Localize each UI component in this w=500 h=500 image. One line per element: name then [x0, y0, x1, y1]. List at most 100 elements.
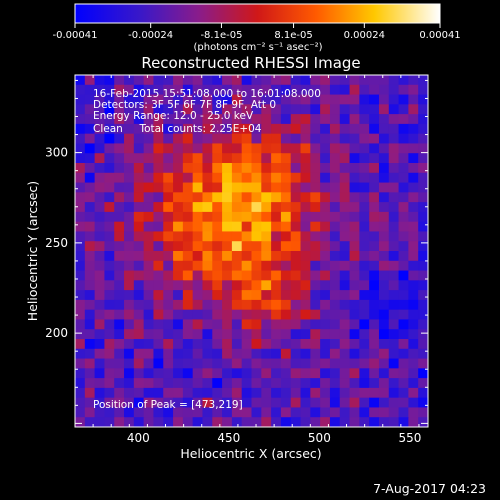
heatmap-cell [290, 75, 302, 86]
heatmap-cell [290, 192, 302, 203]
heatmap-cell [280, 417, 292, 427]
heatmap-cell [173, 221, 184, 233]
heatmap-cell [163, 270, 174, 281]
heatmap-cell [241, 299, 253, 311]
heatmap-cell [114, 358, 125, 369]
heatmap-cell [182, 133, 194, 145]
heatmap-cell [329, 75, 341, 86]
heatmap-cell [261, 329, 272, 340]
heatmap-cell [378, 221, 390, 233]
heatmap-cell [280, 358, 292, 369]
heatmap-cell [231, 192, 243, 203]
heatmap-cell [388, 114, 400, 125]
heatmap-cell [124, 75, 135, 86]
heatmap-cell [271, 123, 282, 135]
heatmap-cell [124, 143, 135, 154]
heatmap-cell [84, 358, 96, 369]
heatmap-cell [300, 397, 311, 409]
heatmap-cell [280, 211, 292, 223]
heatmap-cell [329, 153, 341, 164]
heatmap-cell [212, 309, 223, 321]
heatmap-cell [388, 211, 400, 223]
heatmap-cell [359, 319, 370, 330]
heatmap-cell [84, 260, 96, 272]
heatmap-cell [202, 358, 213, 369]
heatmap-cell [359, 280, 370, 291]
heatmap-cell [418, 192, 428, 203]
heatmap-cell [378, 153, 390, 164]
heatmap-cell [310, 417, 321, 427]
heatmap-cell [222, 270, 233, 281]
heatmap-cell [300, 143, 311, 154]
heatmap-cell [339, 329, 351, 340]
heatmap-cell [94, 378, 106, 389]
heatmap-cell [192, 387, 204, 399]
heatmap-cell [359, 309, 370, 321]
heatmap-cell [133, 348, 145, 360]
heatmap-cell [359, 241, 370, 252]
heatmap-cell [124, 153, 135, 164]
heatmap-cell [241, 153, 253, 164]
heatmap-cell [251, 407, 262, 418]
heatmap-cell [212, 387, 223, 399]
heatmap-cell [202, 75, 213, 86]
heatmap-cell [369, 329, 380, 340]
heatmap-cell [418, 299, 428, 311]
heatmap-cell [231, 75, 243, 86]
heatmap-cell [359, 84, 370, 96]
heatmap-cell [182, 153, 194, 164]
heatmap-cell [280, 251, 292, 262]
heatmap-cell [280, 163, 292, 174]
heatmap-cell [153, 153, 164, 164]
heatmap-cell [398, 348, 409, 360]
heatmap-cell [192, 348, 204, 360]
heatmap-cell [300, 319, 311, 330]
heatmap-cell [271, 251, 282, 262]
heatmap-cell [408, 251, 419, 262]
heatmap-cell [241, 182, 253, 193]
heatmap-cell [329, 358, 341, 369]
heatmap-cell [173, 84, 184, 96]
heatmap-cell [408, 397, 419, 409]
heatmap-cell [124, 290, 135, 301]
heatmap-cell [143, 290, 155, 301]
heatmap-cell [231, 397, 243, 409]
heatmap-cell [222, 407, 233, 418]
heatmap-cell [212, 182, 223, 193]
heatmap-cell [241, 192, 253, 203]
heatmap-cell [143, 329, 155, 340]
heatmap-cell [222, 202, 233, 213]
heatmap-cell [143, 211, 155, 223]
heatmap-cell [75, 290, 86, 301]
heatmap-cell [251, 270, 262, 281]
heatmap-cell [163, 407, 174, 418]
heatmap-cell [163, 260, 174, 272]
heatmap-cell [329, 397, 341, 409]
heatmap-cell [408, 202, 419, 213]
heatmap-cell [369, 397, 380, 409]
heatmap-cell [173, 241, 184, 252]
heatmap-cell [349, 368, 360, 379]
heatmap-cell [280, 387, 292, 399]
heatmap-cell [94, 339, 106, 350]
heatmap-cell [290, 172, 302, 184]
heatmap-cell [192, 94, 204, 105]
heatmap-cell [271, 163, 282, 174]
heatmap-cell [329, 114, 341, 125]
heatmap-cell [153, 358, 164, 369]
heatmap-cell [153, 309, 164, 321]
heatmap-cell [271, 153, 282, 164]
heatmap-cell [104, 94, 115, 105]
heatmap-cell [271, 280, 282, 291]
heatmap-cell [418, 163, 428, 174]
heatmap-cell [94, 172, 106, 184]
heatmap-cell [300, 231, 311, 242]
heatmap-cell [339, 75, 351, 86]
heatmap-cell [222, 329, 233, 340]
heatmap-cell [182, 290, 194, 301]
heatmap-cell [339, 319, 351, 330]
colorbar-tick-label: -0.00041 [53, 30, 98, 41]
heatmap-cell [75, 104, 86, 115]
heatmap-cell [359, 75, 370, 86]
heatmap-cell [192, 299, 204, 311]
